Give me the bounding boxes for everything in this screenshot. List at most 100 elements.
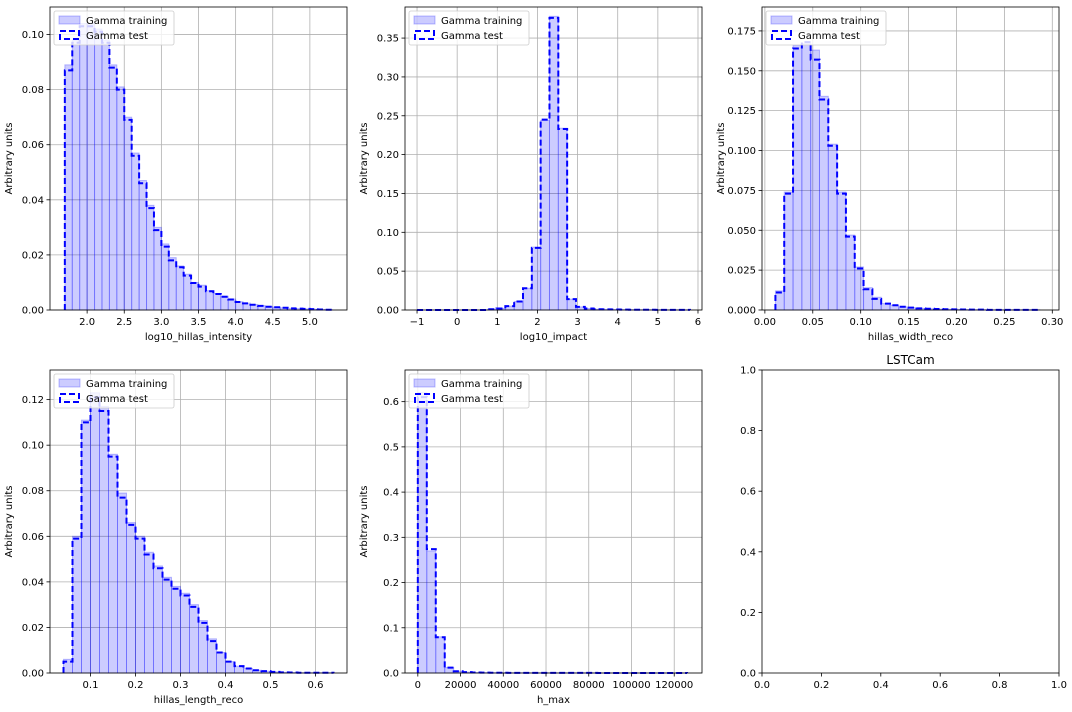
x-tick-label: 4 [615, 317, 621, 328]
x-axis-label: log10_impact [520, 332, 587, 343]
training-bar [116, 86, 125, 311]
x-tick-label: 0.20 [945, 317, 967, 328]
x-tick-label: 100000 [612, 680, 650, 691]
legend-box [408, 373, 530, 409]
x-tick-label: 2.5 [116, 317, 132, 328]
training-bar [168, 257, 177, 311]
training-bar [426, 550, 437, 674]
y-tick-label: 0.08 [22, 486, 44, 497]
y-tick-label: 0.4 [383, 488, 399, 499]
training-bar [146, 204, 155, 311]
legend-box [408, 10, 530, 46]
y-tick-label: 0.5 [383, 442, 399, 453]
x-tick-label: 0.6 [308, 680, 324, 691]
training-bar [81, 419, 91, 674]
training-bar [205, 290, 214, 311]
y-tick-label: 0.000 [727, 306, 756, 317]
training-bar [160, 243, 170, 311]
x-tick-label: 4.5 [265, 317, 281, 328]
legend-swatch-training [770, 15, 793, 25]
y-tick-label: 0.02 [22, 250, 44, 261]
legend-label-training: Gamma training [86, 379, 167, 390]
y-tick-label: 1.0 [740, 366, 756, 377]
y-tick-label: 0.05 [377, 267, 399, 278]
training-bar [86, 23, 96, 311]
x-tick-label: 1 [494, 317, 500, 328]
x-tick-label: 2.0 [79, 317, 95, 328]
panel-6: 0.0 0.2 0.4 0.6 0.8 1.0 0.0 0.2 0.4 0.6 0.8 1.0 LSTC… [740, 353, 1067, 691]
x-tick-label: 0.2 [813, 680, 829, 691]
legend-label-test: Gamma test [441, 394, 503, 405]
x-axis-label: h_max [537, 695, 570, 706]
training-bar [198, 284, 207, 311]
training-bar [183, 273, 192, 311]
y-tick-label: 0.8 [740, 426, 756, 437]
y-tick-label: 0.025 [727, 266, 756, 277]
x-tick-label: 0.25 [993, 317, 1015, 328]
test-step-line [417, 16, 691, 311]
training-bar [190, 281, 199, 311]
training-bar [64, 64, 73, 311]
training-bar [175, 265, 185, 311]
y-tick-label: 0.20 [377, 150, 399, 161]
training-bar [827, 143, 838, 311]
legend-swatch-test [59, 393, 80, 403]
y-axis-label: Arbitrary units [359, 122, 370, 194]
training-bar [117, 492, 127, 674]
x-tick-label: 0.1 [83, 680, 99, 691]
x-tick-label: 5 [655, 317, 661, 328]
training-bar [126, 522, 136, 674]
y-axis-label: Arbitrary units [4, 485, 15, 557]
y-tick-label: 0.100 [727, 146, 756, 157]
training-bar [863, 287, 873, 311]
x-tick-label: 0.30 [1041, 317, 1063, 328]
x-tick-label: 0.15 [897, 317, 919, 328]
legend-box [53, 10, 175, 46]
y-tick-label: 0.30 [377, 72, 399, 83]
legend-label-test: Gamma test [798, 31, 860, 42]
y-tick-label: 0.2 [740, 608, 756, 619]
legend: Gamma training Gamma test [408, 10, 530, 46]
training-bar [818, 95, 829, 311]
test-step-line [62, 396, 335, 674]
x-tick-label: 80000 [573, 680, 605, 691]
training-bar [220, 295, 229, 311]
y-tick-label: 0.2 [383, 578, 399, 589]
legend-label-training: Gamma training [798, 16, 879, 27]
training-bar [90, 392, 100, 674]
y-axis-label: Arbitrary units [716, 122, 727, 194]
x-tick-label: 0.5 [263, 680, 279, 691]
y-tick-label: 0.0 [740, 669, 756, 680]
y-tick-label: 0.00 [377, 306, 399, 317]
legend-label-test: Gamma test [441, 31, 503, 42]
x-tick-label: 4.0 [228, 317, 244, 328]
legend-swatch-test [414, 393, 435, 403]
panel-3: 0.00 0.05 0.10 0.15 0.20 0.25 0.30 0.000 0.025 0.… [716, 6, 1063, 343]
training-bar [212, 292, 222, 311]
x-tick-label: −1 [410, 317, 425, 328]
axes-frame [49, 369, 348, 674]
training-bar [557, 127, 568, 311]
legend-label-training: Gamma training [86, 16, 167, 27]
legend-label-training: Gamma training [441, 379, 522, 390]
x-axis-label: hillas_length_reco [154, 695, 244, 706]
training-bar [548, 15, 559, 311]
training-bar [180, 592, 190, 674]
y-tick-label: 0.06 [22, 140, 44, 151]
legend: Gamma training Gamma test [53, 10, 175, 46]
training-bar [417, 392, 428, 674]
test-step-line [416, 396, 689, 674]
axes-frame [404, 369, 703, 674]
training-bar [162, 576, 172, 674]
legend-box [53, 373, 175, 409]
training-bar [845, 234, 856, 311]
x-tick-label: 0.10 [850, 317, 872, 328]
axes-frame [761, 369, 1060, 674]
legend-swatch-training [413, 378, 436, 388]
y-tick-label: 0.08 [22, 85, 44, 96]
x-tick-label: 2 [534, 317, 540, 328]
y-tick-label: 0.25 [377, 111, 399, 122]
training-bar [540, 119, 550, 311]
x-tick-label: 60000 [530, 680, 562, 691]
